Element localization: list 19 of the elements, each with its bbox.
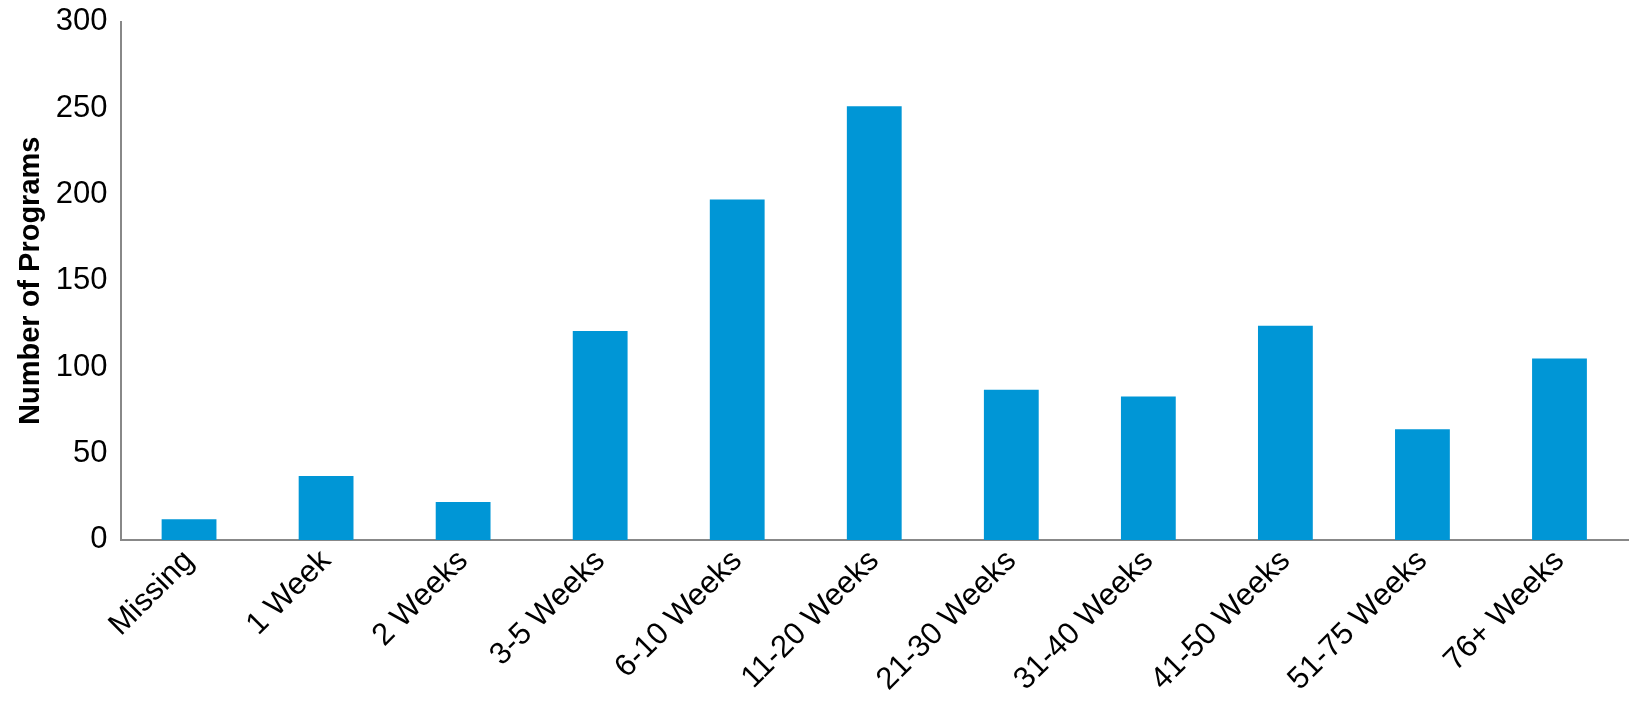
bar (846, 106, 902, 540)
y-tick-label: 100 (55, 347, 108, 383)
bar (572, 330, 628, 540)
y-tick-label: 50 (73, 434, 108, 470)
bar (298, 476, 354, 540)
bar (709, 199, 765, 540)
bar (983, 389, 1039, 540)
bar (1395, 429, 1450, 540)
bar (161, 519, 217, 540)
y-axis-title: Number of Programs (13, 136, 46, 425)
y-tick-label: 250 (55, 88, 108, 124)
bar (1257, 325, 1313, 540)
y-tick-label: 300 (55, 2, 108, 38)
bar (1120, 396, 1176, 540)
y-tick-label: 200 (55, 174, 108, 210)
bar (435, 501, 491, 540)
bar (1532, 358, 1587, 540)
y-tick-label: 0 (90, 520, 108, 556)
y-tick-label: 150 (55, 261, 108, 297)
